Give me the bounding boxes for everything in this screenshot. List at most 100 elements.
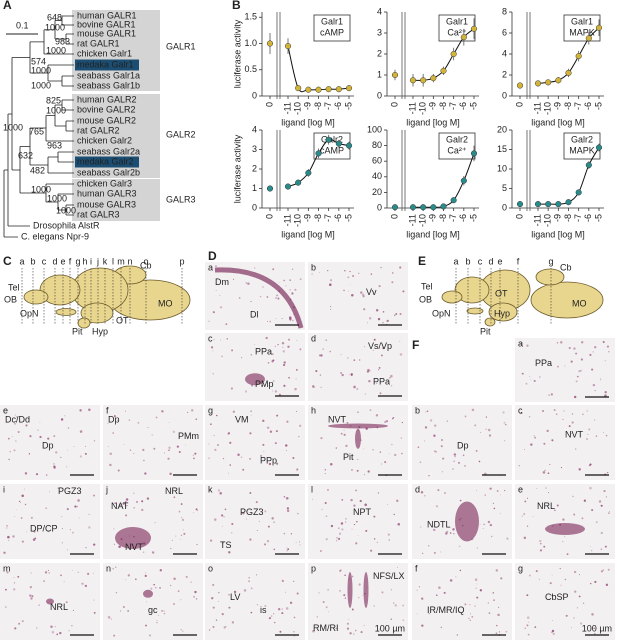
- stain-speckle: [458, 611, 461, 613]
- stain-speckle: [343, 433, 346, 436]
- stain-speckle: [350, 498, 353, 502]
- x-axis-label: ligand [log M]: [281, 117, 335, 127]
- panel-letter: g: [518, 563, 523, 573]
- stain-speckle: [21, 619, 24, 623]
- stain-speckle: [66, 508, 69, 511]
- stain-speckle: [564, 365, 566, 367]
- stain-speckle: [340, 372, 343, 374]
- stain-speckle: [573, 570, 577, 574]
- stain-speckle: [556, 504, 559, 507]
- leaf-label: seabass Galr1b: [77, 80, 140, 90]
- stain-speckle: [172, 430, 176, 433]
- x-tick-label: -6: [458, 214, 468, 222]
- stain-speckle: [319, 374, 322, 376]
- stain-speckle: [223, 515, 225, 518]
- group-box: [72, 179, 160, 221]
- section-letter: a: [453, 256, 458, 266]
- stain-speckle: [402, 290, 405, 293]
- stain-speckle: [399, 353, 403, 356]
- x-tick-label: -8: [313, 102, 323, 110]
- stain-speckle: [543, 545, 546, 548]
- stain-speckle: [356, 469, 359, 472]
- panel-letter: b: [311, 262, 316, 272]
- stain-speckle: [551, 620, 553, 621]
- stain-speckle: [219, 306, 223, 309]
- stain-speckle: [250, 410, 253, 413]
- stain-speckle: [382, 311, 385, 313]
- stain-speckle: [290, 533, 293, 535]
- x-tick-label: -11: [407, 102, 417, 114]
- chart-subtitle: cAMP: [320, 145, 344, 155]
- stain-speckle: [109, 452, 113, 456]
- stain-speckle: [38, 604, 40, 606]
- leaf-label: chicken Galr1: [77, 48, 132, 58]
- stain-speckle: [602, 432, 604, 434]
- title-box: [563, 14, 601, 42]
- stain-speckle: [349, 284, 351, 286]
- stain-speckle: [129, 449, 132, 451]
- stain-speckle: [594, 389, 596, 392]
- region-label: is: [260, 605, 267, 615]
- stain-speckle: [367, 470, 370, 473]
- stain-speckle: [474, 605, 476, 607]
- region-label: NDTL: [427, 520, 451, 530]
- stain-speckle: [438, 586, 441, 589]
- stain-speckle: [495, 632, 498, 635]
- section-letter: o: [143, 256, 148, 266]
- x-tick-label: -11: [407, 214, 417, 226]
- stain-speckle: [296, 592, 299, 595]
- stain-speckle: [378, 285, 381, 288]
- stain-speckle: [145, 624, 147, 627]
- stain-speckle: [485, 428, 487, 431]
- region-label: OT: [116, 315, 129, 325]
- stain-speckle: [377, 317, 381, 321]
- data-point: [305, 169, 312, 176]
- stain-speckle: [604, 545, 607, 548]
- stain-speckle: [282, 363, 286, 367]
- leaf-label: Drosophila AlstR: [33, 220, 100, 230]
- stain-speckle: [357, 459, 359, 461]
- region-label: OB: [419, 294, 432, 304]
- stain-speckle: [285, 444, 288, 447]
- stain-speckle: [283, 532, 286, 535]
- stain-speckle: [530, 379, 532, 381]
- stain-speckle: [314, 386, 316, 388]
- data-point: [391, 71, 399, 79]
- stain-speckle: [564, 536, 566, 538]
- stain-speckle: [343, 289, 345, 292]
- stain-speckle: [229, 464, 232, 466]
- stain-speckle: [267, 320, 269, 322]
- stain-speckle: [217, 444, 219, 446]
- stain-speckle: [213, 339, 215, 341]
- stain-speckle: [426, 410, 429, 412]
- stain-speckle: [249, 457, 252, 460]
- stain-speckle: [259, 508, 261, 510]
- stain-speckle: [187, 411, 189, 414]
- x-tick-label: -10: [418, 214, 428, 227]
- stain-speckle: [520, 343, 523, 345]
- stain-speckle: [566, 553, 569, 556]
- stain-speckle: [453, 453, 457, 456]
- stain-speckle: [4, 588, 7, 591]
- micrograph: [308, 484, 408, 559]
- stain-speckle: [471, 616, 474, 618]
- stain-speckle: [373, 338, 376, 341]
- stain-speckle: [381, 463, 383, 465]
- stain-speckle: [476, 490, 478, 492]
- stain-speckle: [419, 461, 422, 464]
- stain-speckle: [353, 523, 356, 526]
- stain-speckle: [250, 587, 253, 590]
- stain-speckle: [493, 507, 496, 510]
- stain-speckle: [211, 597, 214, 600]
- stain-speckle: [420, 526, 422, 528]
- y-tick-label: 0: [502, 202, 507, 212]
- stain-speckle: [353, 385, 356, 389]
- stain-speckle: [295, 368, 298, 371]
- stain-speckle: [255, 501, 258, 504]
- stain-speckle: [608, 512, 610, 515]
- stain-speckle: [560, 341, 563, 344]
- leaf-label: human GALR3: [77, 188, 137, 198]
- stain-speckle: [554, 509, 556, 511]
- scale-label: 100 µm: [375, 623, 405, 633]
- stain-speckle: [484, 494, 487, 496]
